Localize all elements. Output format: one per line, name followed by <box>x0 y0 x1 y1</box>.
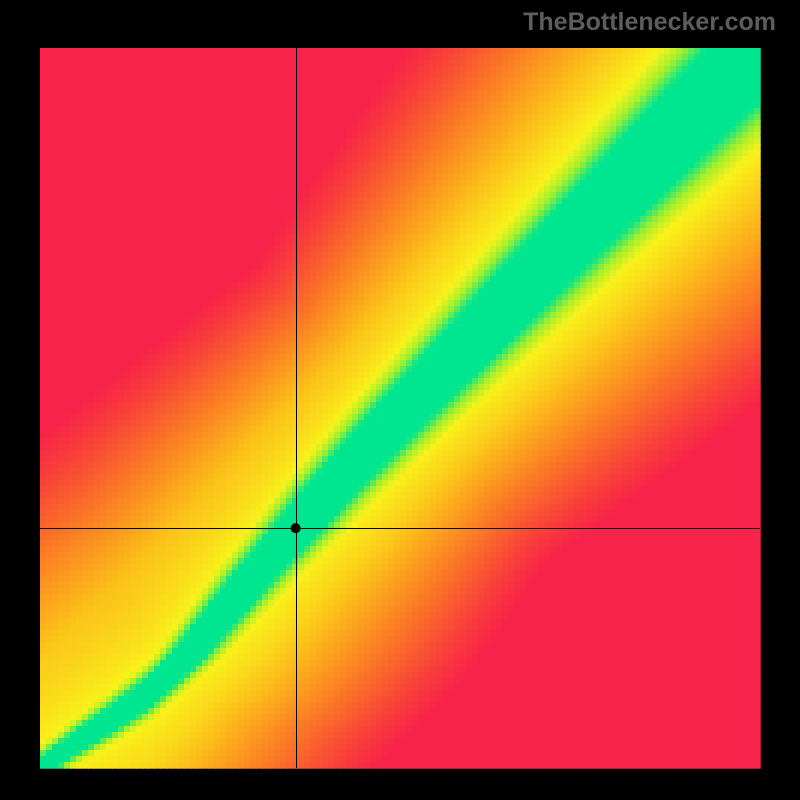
chart-container: TheBottlenecker.com <box>0 0 800 800</box>
watermark-text: TheBottlenecker.com <box>523 8 776 37</box>
bottleneck-heatmap <box>0 0 800 800</box>
